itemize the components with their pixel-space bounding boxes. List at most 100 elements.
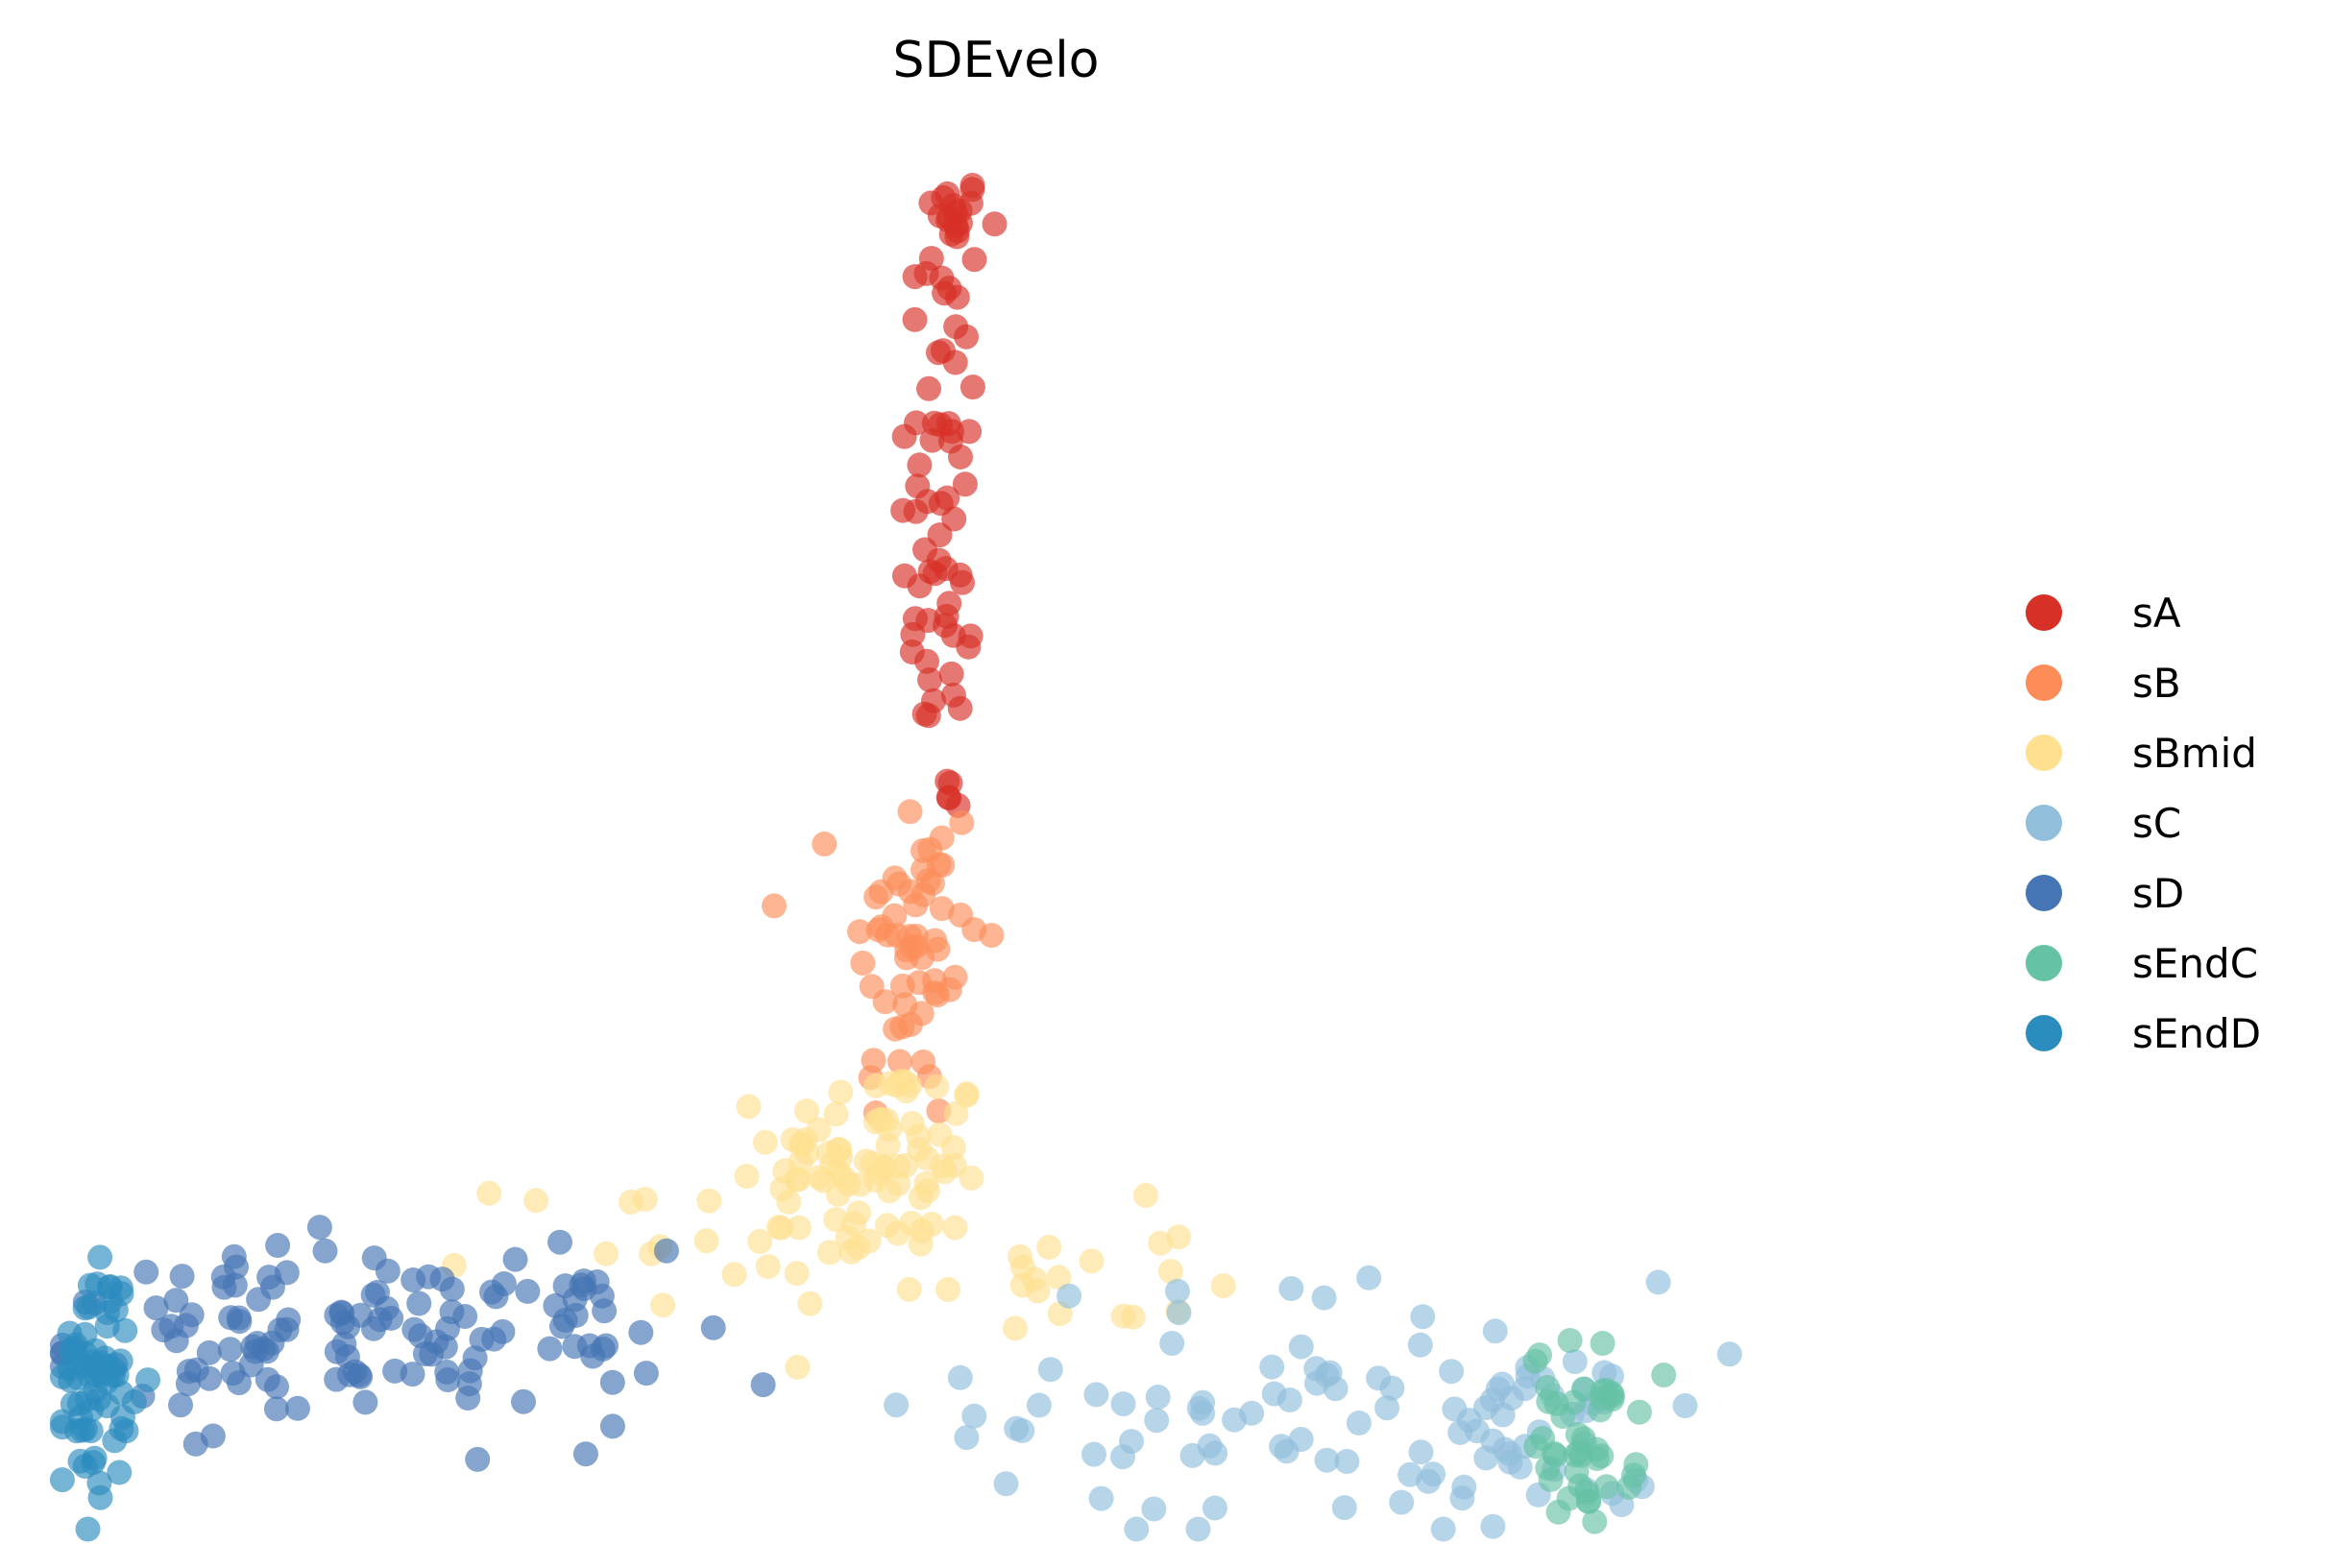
legend-label: sC: [2132, 800, 2181, 847]
data-point-sD: [163, 1288, 189, 1314]
data-point-sC: [1323, 1376, 1348, 1402]
data-point-sBmid: [807, 1165, 833, 1191]
data-point-sBmid: [794, 1140, 820, 1166]
series-sEndD: [49, 1244, 160, 1542]
data-point-sA: [935, 485, 960, 511]
data-point-sEndD: [87, 1244, 113, 1270]
data-point-sC: [1004, 1415, 1030, 1441]
legend-marker: [2026, 735, 2062, 771]
data-point-sBmid: [847, 1171, 873, 1197]
data-point-sEndD: [75, 1387, 101, 1412]
data-point-sB: [925, 982, 951, 1008]
data-point-sC: [1408, 1439, 1434, 1465]
data-point-sD: [346, 1363, 372, 1387]
legend-item-sC: sC: [2026, 800, 2181, 847]
data-point-sEndD: [80, 1349, 106, 1375]
data-point-sBmid: [896, 1276, 922, 1302]
data-point-sA: [904, 410, 929, 436]
data-point-sBmid: [772, 1158, 798, 1184]
data-point-sD: [599, 1369, 625, 1395]
data-point-sD: [599, 1413, 625, 1439]
data-point-sD: [750, 1372, 776, 1398]
legend-label: sB: [2132, 660, 2181, 707]
data-point-sC: [1202, 1495, 1227, 1521]
data-point-sBmid: [867, 1107, 893, 1133]
data-point-sEndC: [1623, 1452, 1649, 1478]
data-point-sC: [1088, 1485, 1114, 1511]
data-point-sA: [905, 473, 931, 499]
data-point-sA: [958, 190, 984, 216]
data-point-sEndD: [49, 1409, 75, 1435]
data-point-sBmid: [1210, 1273, 1236, 1299]
legend-item-sBmid: sBmid: [2026, 730, 2257, 777]
data-point-sA: [982, 211, 1008, 237]
data-point-sBmid: [1009, 1272, 1035, 1298]
data-point-sD: [265, 1233, 291, 1258]
data-point-sD: [182, 1431, 208, 1457]
data-point-sBmid: [1036, 1235, 1062, 1260]
data-point-sEndD: [94, 1314, 120, 1339]
data-point-sC: [954, 1425, 980, 1451]
data-point-sD: [580, 1343, 606, 1369]
data-point-sEndC: [1576, 1488, 1602, 1514]
data-point-sA: [940, 682, 966, 708]
data-point-sBmid: [721, 1262, 747, 1288]
data-point-sBmid: [1079, 1248, 1105, 1274]
data-point-sEndD: [108, 1275, 134, 1301]
legend-marker: [2026, 875, 2062, 911]
data-point-sBmid: [752, 1129, 778, 1155]
data-point-sC: [1119, 1429, 1144, 1455]
data-point-sC: [1081, 1441, 1106, 1467]
data-point-sEndC: [1542, 1440, 1567, 1466]
data-point-sC: [1186, 1395, 1212, 1421]
data-point-sA: [913, 260, 939, 286]
data-point-sB: [861, 1048, 887, 1073]
data-point-sA: [902, 306, 928, 332]
legend-marker: [2026, 1015, 2062, 1051]
data-point-sA: [927, 412, 953, 438]
data-point-sC: [1482, 1318, 1508, 1344]
data-point-sD: [592, 1298, 618, 1324]
legend-label: sD: [2132, 870, 2184, 917]
data-point-sBmid: [650, 1292, 676, 1318]
series-sD: [49, 1215, 776, 1472]
data-point-sC: [1083, 1382, 1109, 1408]
data-point-sEndC: [1556, 1485, 1582, 1511]
data-point-sBmid: [866, 1160, 892, 1186]
series-sA: [890, 173, 1008, 818]
data-point-sEndD: [57, 1320, 83, 1346]
data-point-sD: [276, 1307, 302, 1333]
data-point-sC: [1451, 1474, 1477, 1500]
data-point-sD: [352, 1389, 378, 1415]
data-point-sB: [897, 924, 923, 950]
data-point-sC: [1314, 1447, 1340, 1473]
data-point-sEndC: [1600, 1383, 1625, 1409]
data-point-sEndC: [1536, 1388, 1562, 1414]
data-point-sD: [183, 1357, 209, 1383]
data-point-sD: [552, 1307, 578, 1333]
data-point-sC: [961, 1403, 987, 1429]
data-point-sBmid: [959, 1165, 984, 1191]
data-point-sEndC: [1522, 1348, 1548, 1374]
data-point-sBmid: [1010, 1254, 1035, 1280]
data-point-sD: [633, 1361, 659, 1387]
data-point-sBmid: [942, 1215, 968, 1241]
data-point-sBmid: [693, 1228, 719, 1254]
series-sBmid: [441, 1068, 1236, 1380]
data-point-sBmid: [794, 1098, 819, 1123]
data-point-sA: [933, 613, 958, 639]
data-point-sC: [884, 1392, 910, 1418]
data-point-sA: [956, 634, 982, 660]
data-point-sC: [1057, 1283, 1082, 1309]
data-point-sD: [217, 1337, 243, 1363]
data-point-sD: [263, 1396, 289, 1422]
data-point-sA: [917, 667, 942, 692]
data-point-sC: [1496, 1441, 1522, 1466]
data-point-sC: [1716, 1341, 1742, 1367]
data-point-sD: [361, 1315, 386, 1341]
data-point-sC: [1356, 1265, 1382, 1291]
data-point-sB: [868, 914, 894, 940]
data-point-sBmid: [924, 1073, 950, 1099]
data-point-sEndC: [1593, 1474, 1619, 1500]
